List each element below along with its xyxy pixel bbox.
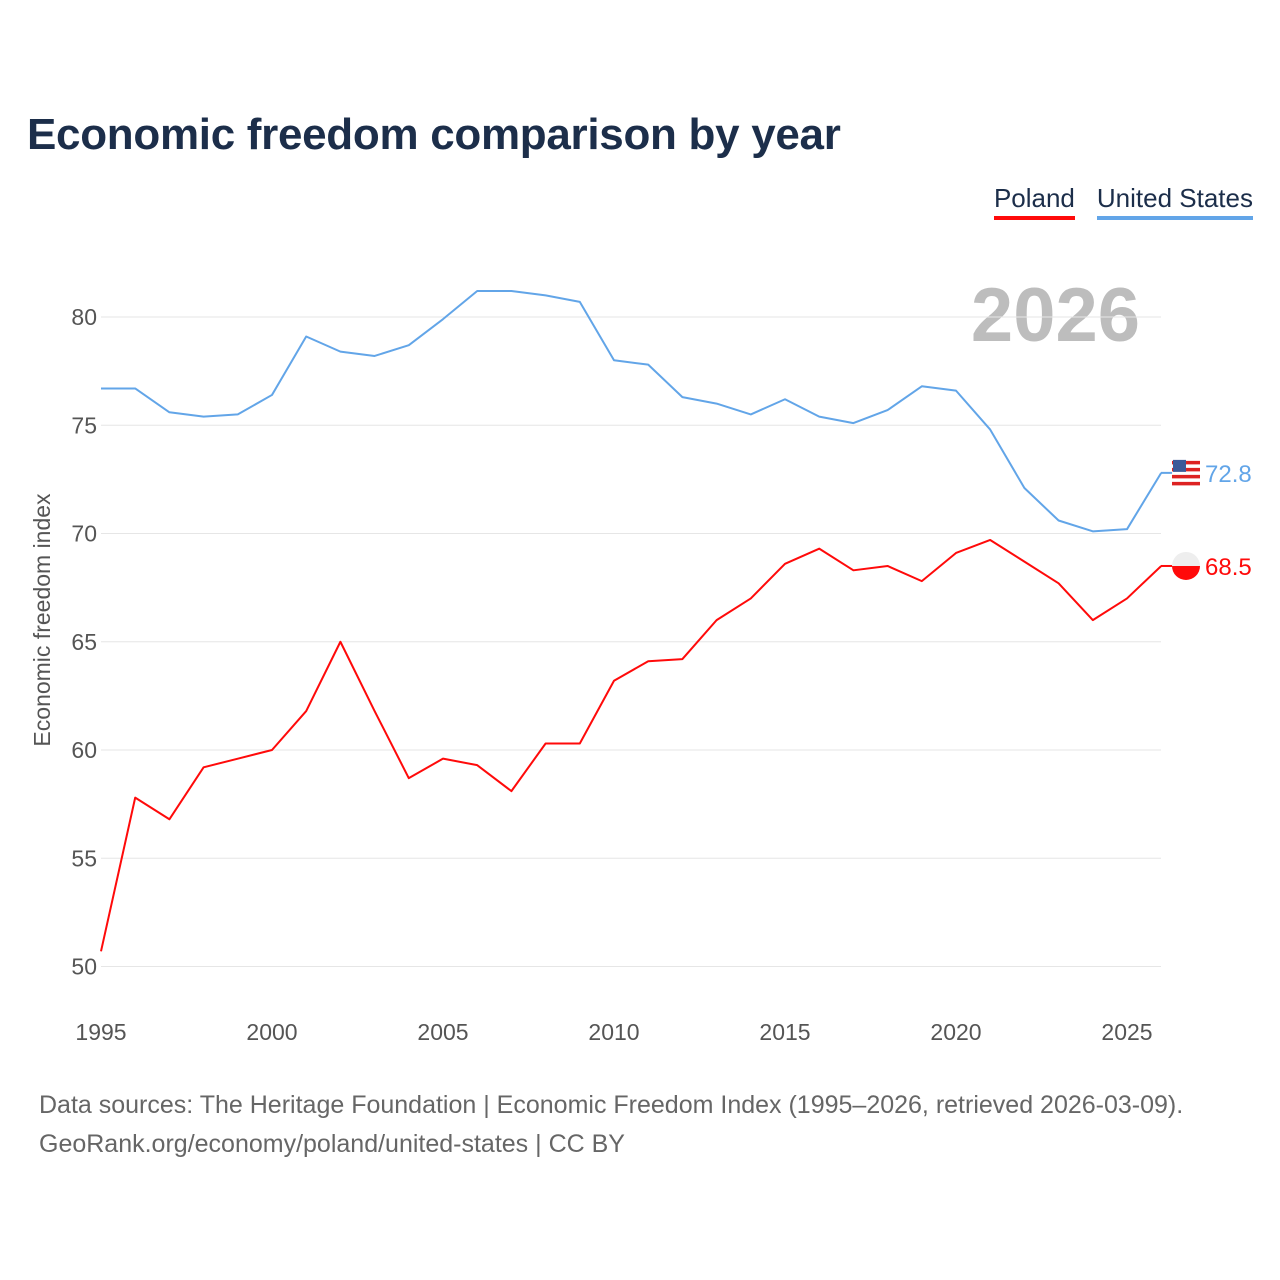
x-tick-label: 2005 <box>417 1019 468 1045</box>
series-line-poland <box>100 538 1162 952</box>
legend-united-states[interactable]: United States <box>1096 183 1253 220</box>
x-tick-label: 2000 <box>246 1019 297 1045</box>
source-url-text[interactable]: GeoRank.org/economy/poland/united-states… <box>39 1130 625 1158</box>
x-tick-label: 2010 <box>588 1019 639 1045</box>
x-tick-label: 1995 <box>75 1019 126 1045</box>
legend-poland[interactable]: Poland <box>993 183 1075 220</box>
x-tick-label: 2025 <box>1101 1019 1152 1045</box>
chart-title: Economic freedom comparison by year <box>27 110 841 159</box>
y-tick-label: 65 <box>71 629 97 655</box>
year-watermark: 2026 <box>971 273 1140 358</box>
flag-red <box>1172 565 1200 580</box>
end-value-label: 68.5 <box>1205 554 1252 581</box>
poland-flag-icon <box>1172 551 1200 580</box>
flag-stripe <box>1172 481 1200 486</box>
x-tick-label: 2015 <box>759 1019 810 1045</box>
series-line-united-states <box>101 290 1163 533</box>
y-tick-label: 55 <box>71 845 97 871</box>
x-tick-label: 2020 <box>930 1019 981 1045</box>
footer: Data sources: The Heritage Foundation | … <box>39 1086 1183 1164</box>
flag-canton <box>1173 459 1186 472</box>
y-tick-label: 70 <box>71 521 97 547</box>
y-axis-label: Economic freedom index <box>29 493 55 747</box>
y-tick-label: 60 <box>71 737 97 763</box>
y-tick-label: 80 <box>71 304 97 330</box>
legend: Poland United States <box>993 183 1253 220</box>
y-tick-label: 75 <box>71 412 97 438</box>
y-tick-label: 50 <box>71 954 97 980</box>
data-source-text: Data sources: The Heritage Foundation | … <box>39 1091 1184 1119</box>
flag-stripe <box>1172 474 1200 479</box>
united-states-flag-icon <box>1172 458 1200 487</box>
end-value-label: 72.8 <box>1205 461 1252 488</box>
